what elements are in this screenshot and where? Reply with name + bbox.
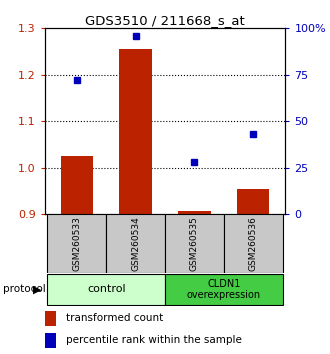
Bar: [224, 214, 282, 273]
Bar: [106, 214, 165, 273]
Bar: [237, 189, 269, 214]
Title: GDS3510 / 211668_s_at: GDS3510 / 211668_s_at: [85, 14, 245, 27]
Bar: [119, 49, 152, 214]
Text: transformed count: transformed count: [66, 313, 163, 323]
Bar: [178, 211, 211, 214]
Text: control: control: [87, 284, 125, 295]
Bar: [165, 274, 282, 304]
Text: GSM260535: GSM260535: [190, 216, 199, 271]
Text: GSM260536: GSM260536: [248, 216, 258, 271]
Bar: [45, 311, 56, 326]
Bar: [45, 333, 56, 348]
Text: CLDN1
overexpression: CLDN1 overexpression: [187, 279, 261, 300]
Text: percentile rank within the sample: percentile rank within the sample: [66, 335, 242, 345]
Text: GSM260534: GSM260534: [131, 216, 140, 271]
Bar: [61, 156, 93, 214]
Text: protocol: protocol: [3, 284, 46, 295]
Text: ▶: ▶: [33, 284, 41, 295]
Text: GSM260533: GSM260533: [72, 216, 82, 271]
Bar: [48, 214, 106, 273]
Bar: [165, 214, 224, 273]
Bar: [48, 274, 165, 304]
